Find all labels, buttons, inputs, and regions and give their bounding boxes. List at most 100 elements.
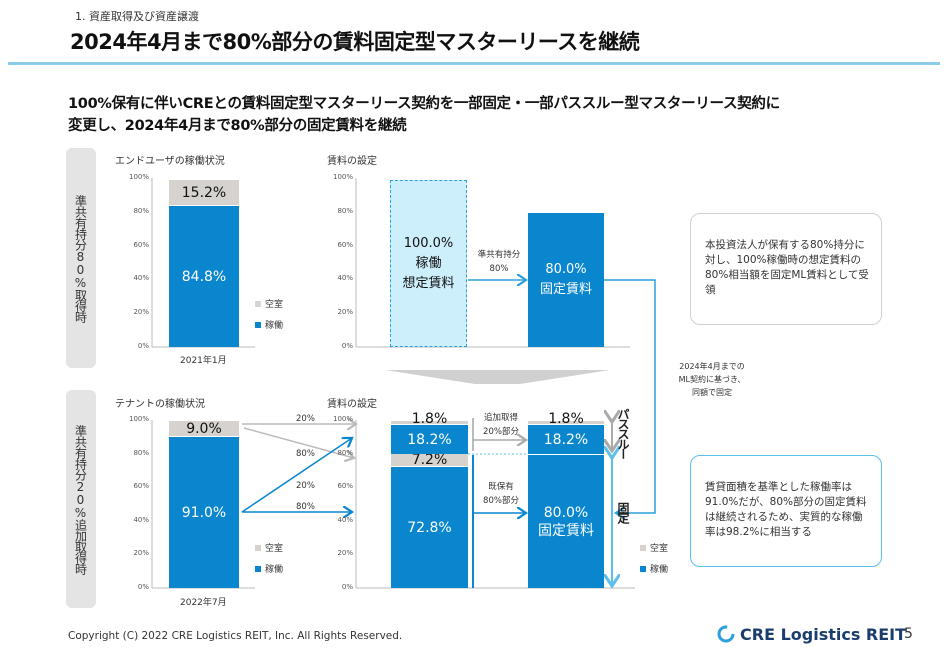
vacant-segment: 15.2% [169, 180, 239, 206]
assumed-rent-label2: 想定賃料 [402, 275, 455, 291]
axis-tick-label: 40% [133, 274, 149, 283]
legend-occupied: 稼働 [640, 562, 668, 575]
side-label-top-text: 準共有持分80%取得時 [73, 194, 88, 322]
page-title: 2024年4月まで80%部分の賃料固定型マスターリースを継続 [70, 30, 640, 54]
occupied-segment: 91.0% [169, 436, 239, 588]
legend-bottom-right: 空室 稼働 [640, 541, 668, 575]
page-number: 5 [904, 626, 913, 642]
legend-vacant-label: 空室 [265, 544, 284, 554]
connector-note-2: ML契約に基づき、 [678, 375, 746, 384]
arrow-top-label: 準共有持分 80% [470, 248, 528, 276]
title-divider [8, 62, 940, 65]
segment-label: 18.2% [407, 431, 452, 448]
top-occupancy-title: エンドユーザの稼働状況 [115, 156, 225, 167]
assumed-rent-label1: 稼働 [415, 255, 442, 271]
axis-tick-label: 20% [133, 549, 149, 558]
passthrough-label: パススルー [616, 408, 630, 458]
axis-tick-label: 60% [337, 482, 353, 491]
connector-note: 2024年4月までの ML契約に基づき、 同額で固定 [662, 360, 762, 399]
split-label-4: 80% [296, 502, 315, 512]
segment-label: 18.2% [543, 431, 589, 448]
axes [151, 178, 635, 589]
axis-tick-label: 0% [137, 583, 149, 591]
axis-tick-label: 80% [133, 448, 149, 457]
logo-text: CRE Logistics REIT [740, 624, 907, 644]
axis-tick-label: 0% [341, 583, 353, 591]
legend-vacant: 空室 [255, 297, 283, 310]
vacant-segment: 9.0% [169, 420, 239, 437]
copyright: Copyright (C) 2022 CRE Logistics REIT, I… [68, 630, 403, 642]
fixed-label: 固定 [616, 502, 630, 522]
axis-tick-label: 80% [133, 206, 149, 215]
fixed-rent-bar: 80.0% 固定賃料 [528, 213, 604, 347]
bottom-category: 2022年7月 [180, 598, 227, 608]
occupied-segment: 72.8% [391, 466, 468, 588]
split-arrow-occupied-20 [241, 438, 352, 513]
axis-tick-label: 100% [332, 173, 353, 181]
connector-fixed-line [604, 279, 656, 513]
side-label-top: 準共有持分80%取得時 [66, 148, 96, 368]
lead-line-2: 変更し、2024年4月まで80%部分の固定賃料を継続 [68, 118, 407, 134]
callout-bottom: 賃貸面積を基準とした稼働率は91.0%だが、80%部分の固定賃料は継続されるため… [690, 455, 882, 567]
segment-label: 1.8% [548, 410, 584, 427]
legend-occupied-label: 稼働 [650, 565, 669, 575]
connector-note-1: 2024年4月までの [679, 362, 745, 371]
legend-occupied-label: 稼働 [265, 321, 284, 331]
segment-label: 1.8% [411, 410, 448, 427]
arrow-top-label1: 準共有持分 [477, 250, 521, 260]
segment-label: 84.8% [181, 268, 227, 285]
occupied-segment: 18.2% [528, 424, 604, 455]
side-label-bottom: 準共有持分20%追加取得時 [66, 390, 96, 608]
axis-tick-label: 80% [337, 206, 353, 215]
split-label-3: 20% [296, 481, 315, 491]
legend-bottom-left: 空室 稼働 [255, 541, 283, 575]
legend-occupied: 稼働 [255, 562, 283, 575]
segment-label: 7.2% [411, 452, 448, 469]
split-arrow-vacant-80 [243, 427, 354, 458]
assumed-rent-bar: 100.0% 稼働 想定賃料 [390, 180, 467, 347]
connector-note-3: 同額で固定 [692, 388, 732, 397]
occupied-segment: 80.0% 固定賃料 [528, 454, 604, 588]
down-arrow-shape [385, 370, 610, 384]
axis-tick-label: 40% [133, 515, 149, 524]
arrow-top-label2: 80% [489, 264, 509, 274]
axis-tick-label: 100% [128, 173, 149, 181]
segment-label: 91.0% [181, 504, 227, 521]
split-label-2: 80% [296, 449, 315, 459]
axis-tick-label: 60% [133, 482, 149, 491]
additional-label-1: 追加取得 [483, 413, 518, 423]
top-category: 2021年1月 [180, 356, 227, 366]
legend-occupied: 稼働 [255, 318, 283, 331]
legend-occupied-label: 稼働 [265, 565, 284, 575]
axis-tick-label: 60% [133, 240, 149, 249]
axis-tick-label: 20% [337, 308, 353, 317]
axis-tick-label: 40% [337, 515, 353, 524]
axis-tick-label: 80% [337, 448, 353, 457]
fixed-rent-value: 80.0% [545, 262, 587, 278]
legend-top: 空室 稼働 [255, 297, 283, 331]
segment-label: 9.0% [186, 420, 222, 437]
axis-tick-label: 40% [337, 274, 353, 283]
axis-tick-label: 60% [337, 240, 353, 249]
logo-mark-icon [717, 625, 735, 643]
bottom-rent-title: 賃料の設定 [327, 399, 377, 410]
segment-label: 固定賃料 [538, 522, 594, 539]
axis-tick-label: 100% [128, 415, 149, 423]
legend-vacant-label: 空室 [265, 300, 284, 310]
axis-tick-label: 100% [332, 415, 353, 423]
segment-label: 72.8% [407, 519, 452, 536]
lead-text: 100%保有に伴いCREとの賃料固定型マスターリース契約を一部固定・一部パススル… [68, 93, 780, 137]
bottom-occupancy-title: テナントの稼働状況 [115, 399, 205, 410]
vacant-segment: 1.8% [528, 411, 604, 427]
vacant-segment: 7.2% [391, 452, 468, 469]
legend-vacant-label: 空室 [650, 544, 669, 554]
existing-label-2: 80%部分 [483, 496, 519, 506]
segment-label: 80.0% [543, 504, 589, 521]
axis-tick-label: 0% [137, 342, 149, 350]
fixed-rent-label: 固定賃料 [539, 282, 592, 298]
existing-label-1: 既保有 [488, 482, 514, 492]
vacant-segment: 1.8% [391, 411, 468, 427]
legend-vacant: 空室 [255, 541, 283, 554]
axis-tick-label: 20% [133, 308, 149, 317]
